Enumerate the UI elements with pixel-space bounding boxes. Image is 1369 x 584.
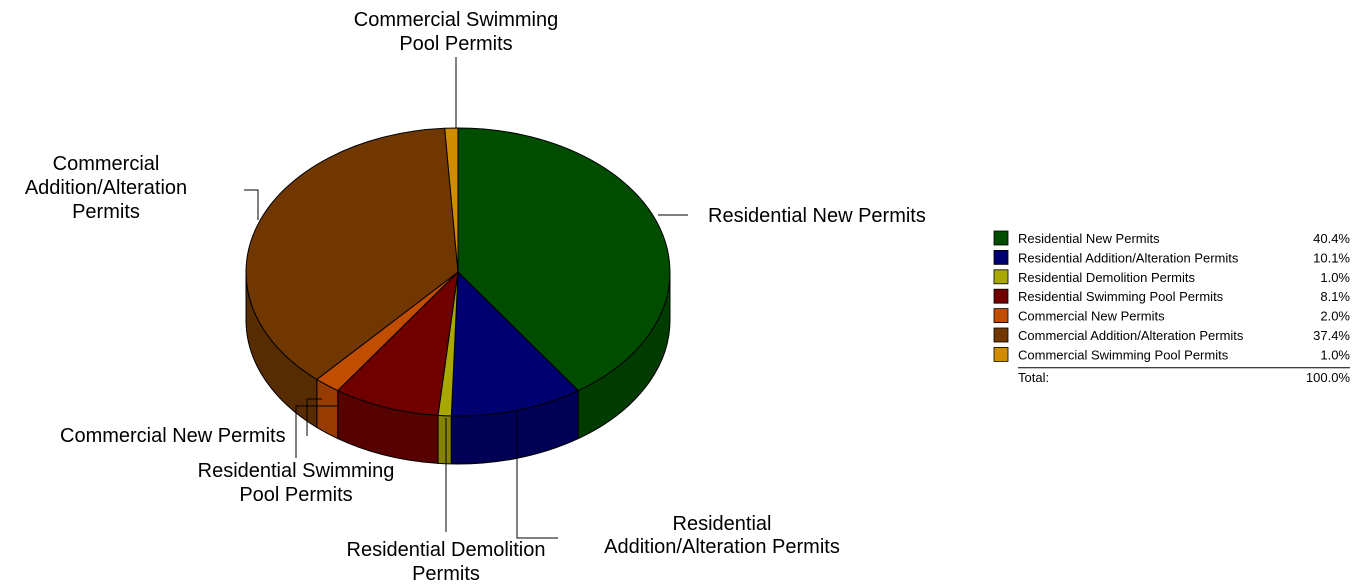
legend-value-residential-new-permits: 40.4%	[1313, 231, 1350, 246]
legend-label-residential-swimming-pool-permits: Residential Swimming Pool Permits	[1018, 289, 1224, 304]
callout-label-residential-swimming-pool-permits: Pool Permits	[239, 484, 352, 506]
legend-label-residential-demolition-permits: Residential Demolition Permits	[1018, 270, 1196, 285]
legend-swatch-residential-demolition-permits	[993, 269, 1009, 285]
callout-label-commercial-new-permits: Commercial New Permits	[60, 425, 286, 447]
legend: Residential New Permits 40.4% Residential …	[993, 230, 1351, 385]
legend-label-commercial-swimming-pool-permits: Commercial Swimming Pool Permits	[1018, 347, 1229, 362]
pie-slice-commercial-swimming-pool-permits	[444, 127, 459, 273]
callout-leader-commercial-new-permits	[306, 398, 322, 436]
legend-swatch-residential-swimming-pool-permits	[993, 288, 1009, 304]
pie-slice-commercial-addition-alteration-permits	[245, 127, 459, 381]
callout-labels: Residential New PermitsResidentialAdditi…	[25, 9, 926, 584]
pie-slice-residential-addition-alteration-permits	[450, 270, 580, 417]
callout-label-residential-demolition-permits: Permits	[412, 563, 480, 584]
legend-value-commercial-swimming-pool-permits: 1.0%	[1320, 347, 1350, 362]
legend-value-residential-addition-alteration-permits: 10.1%	[1313, 250, 1350, 265]
callout-label-residential-demolition-permits: Residential Demolition	[347, 539, 546, 561]
legend-total-label: Total:	[1018, 370, 1049, 385]
callout-label-residential-addition-alteration-permits: Addition/Alteration Permits	[604, 536, 840, 558]
legend-value-commercial-addition-alteration-permits: 37.4%	[1313, 328, 1350, 343]
legend-swatch-commercial-swimming-pool-permits	[993, 346, 1009, 362]
pie-slice-residential-new-permits	[457, 127, 671, 392]
pie-side-residential-demolition-permits	[437, 414, 452, 465]
pie-slice-residential-swimming-pool-permits	[336, 270, 459, 416]
pie-tops	[245, 127, 671, 417]
callout-label-commercial-addition-alteration-permits: Commercial	[53, 153, 160, 175]
legend-value-residential-swimming-pool-permits: 8.1%	[1320, 289, 1350, 304]
callout-label-commercial-addition-alteration-permits: Addition/Alteration	[25, 177, 187, 199]
callout-label-commercial-swimming-pool-permits: Commercial Swimming	[354, 9, 558, 31]
pie-sides	[245, 271, 671, 465]
legend-label-residential-addition-alteration-permits: Residential Addition/Alteration Permits	[1018, 250, 1239, 265]
legend-label-residential-new-permits: Residential New Permits	[1018, 231, 1160, 246]
callout-leader-commercial-addition-alteration-permits	[244, 189, 259, 220]
legend-value-commercial-new-permits: 2.0%	[1320, 309, 1350, 324]
legend-swatch-commercial-addition-alteration-permits	[993, 327, 1009, 343]
legend-total-value: 100.0%	[1306, 370, 1351, 385]
callout-label-residential-swimming-pool-permits: Residential Swimming	[198, 460, 395, 482]
callout-leader-residential-swimming-pool-permits	[295, 405, 337, 458]
legend-label-commercial-new-permits: Commercial New Permits	[1018, 309, 1165, 324]
legend-swatch-commercial-new-permits	[993, 308, 1009, 324]
legend-label-commercial-addition-alteration-permits: Commercial Addition/Alteration Permits	[1018, 328, 1244, 343]
callout-label-residential-new-permits: Residential New Permits	[708, 205, 926, 227]
callout-leader-residential-addition-alteration-permits	[516, 412, 558, 539]
callout-label-residential-addition-alteration-permits: Residential	[673, 513, 772, 535]
callout-label-commercial-swimming-pool-permits: Pool Permits	[399, 33, 512, 55]
legend-value-residential-demolition-permits: 1.0%	[1320, 270, 1350, 285]
legend-swatch-residential-new-permits	[993, 230, 1009, 246]
callout-label-commercial-addition-alteration-permits: Permits	[72, 201, 140, 223]
legend-swatch-residential-addition-alteration-permits	[993, 249, 1009, 265]
callout-leaders	[244, 57, 688, 539]
